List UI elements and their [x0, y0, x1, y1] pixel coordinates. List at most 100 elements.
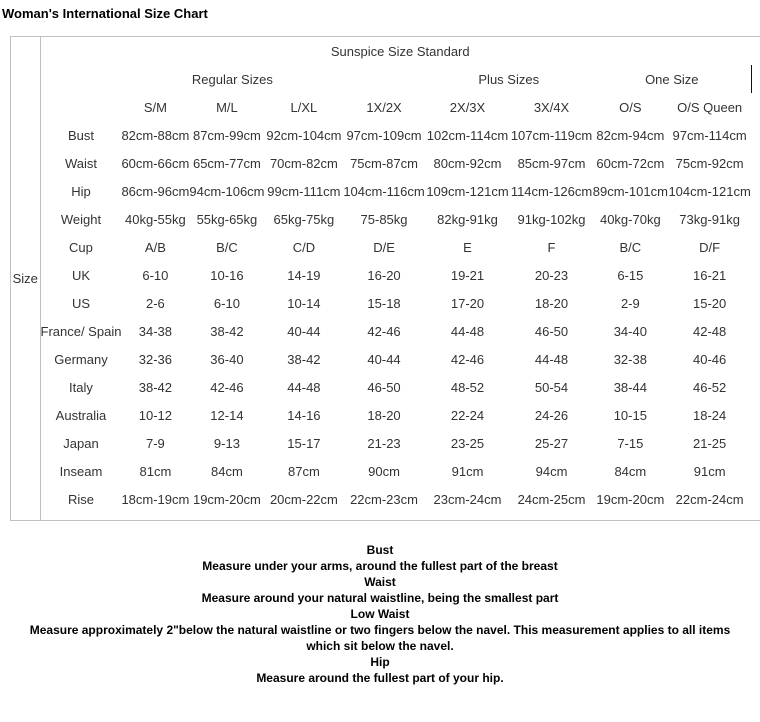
cell-value: 10-15	[613, 407, 647, 423]
cell-value: 87cm-99cm	[192, 127, 261, 143]
cell-value: 80cm-92cm	[433, 155, 502, 171]
table-row: Italy 38-42 42-46 44-48 46-50 48-52 50-54 38-44…	[11, 373, 760, 401]
cell-value: 46-50	[534, 323, 569, 339]
table-row: Rise 18cm-19cm 19cm-20cm 20cm-22cm 22cm-23cm…	[11, 485, 760, 513]
cell-value: 81cm	[139, 463, 172, 479]
table-row: Australia 10-12 12-14 14-16 18-20 22-24 24-26 1…	[11, 401, 760, 429]
cell-value: 75cm-92cm	[675, 155, 744, 171]
cell-value: 70cm-82cm	[269, 155, 338, 171]
empty-cell	[40, 93, 121, 121]
cell-value: 91kg-102kg	[517, 211, 586, 227]
cell-value: 50-54	[534, 379, 569, 395]
cell-value: 48-52	[450, 379, 485, 395]
cell-value: 32-36	[138, 351, 173, 367]
cell-value: 46-52	[693, 379, 727, 395]
cell-value: 65cm-77cm	[192, 155, 261, 171]
measurement-notes: Bust Measure under your arms, around the …	[0, 542, 760, 686]
cell-value: 107cm-119cm	[510, 127, 593, 143]
table-row: Bust 82cm-88cm 87cm-99cm 92cm-104cm 97cm-109…	[11, 121, 760, 149]
row-label: Australia	[55, 407, 107, 423]
spacer-cell	[751, 317, 760, 345]
cell-value: 10-12	[138, 407, 173, 423]
cell-value: 42-46	[210, 379, 244, 395]
cell-value: 90cm	[368, 463, 400, 479]
note-description: Measure around your natural waistline, b…	[201, 591, 559, 605]
row-label: Germany	[54, 351, 108, 367]
cell-value: 15-20	[693, 295, 727, 311]
column-header: 3X/4X	[533, 99, 570, 115]
cell-value: D/E	[373, 239, 395, 255]
spacer-cell	[751, 401, 760, 429]
cell-value: 32-38	[613, 351, 647, 367]
cell-value: 82kg-91kg	[437, 211, 498, 227]
cell-value: 94cm-106cm	[189, 183, 265, 199]
row-label: Waist	[64, 155, 97, 171]
cell-value: F	[547, 239, 556, 255]
cell-value: 84cm	[614, 463, 647, 479]
cell-value: 91cm	[693, 463, 726, 479]
cell-value: 109cm-121cm	[426, 183, 509, 199]
cell-value: 65kg-75kg	[273, 211, 335, 227]
cell-value: 15-18	[367, 295, 401, 311]
empty-cell	[343, 65, 424, 93]
cell-value: 18cm-19cm	[121, 491, 190, 507]
cell-value: 94cm	[535, 463, 568, 479]
cell-value: 24cm-25cm	[517, 491, 586, 507]
table-row: Weight 40kg-55kg 55kg-65kg 65kg-75kg 75-85kg…	[11, 205, 760, 233]
column-header: 1X/2X	[366, 99, 402, 115]
spacer-cell	[751, 121, 760, 149]
page-title: Woman's International Size Chart	[2, 6, 208, 21]
cell-value: 21-23	[367, 435, 401, 451]
row-label: Rise	[67, 491, 94, 507]
spacer-cell	[751, 233, 760, 261]
cell-value: 44-48	[534, 351, 569, 367]
spacer-cell	[751, 205, 760, 233]
size-table-body: Size Sunspice Size Standard Regular Size…	[10, 36, 760, 521]
cell-value: 22cm-23cm	[350, 491, 418, 507]
size-axis-label: Size	[10, 36, 41, 521]
table-row: Inseam 81cm 84cm 87cm 90cm 91cm 94cm 84cm 91cm	[11, 457, 760, 485]
cell-value: B/C	[216, 239, 238, 255]
cell-value: 82cm-88cm	[121, 127, 190, 143]
cell-value: B/C	[619, 239, 642, 255]
cell-value: 9-13	[213, 435, 240, 451]
group-one-size: One Size	[592, 65, 752, 93]
cell-value: 40-46	[693, 351, 727, 367]
cell-value: 7-9	[146, 435, 165, 451]
spacer-cell	[751, 345, 760, 373]
cell-value: 17-20	[450, 295, 485, 311]
cell-value: 44-48	[450, 323, 485, 339]
column-header: O/S	[619, 99, 642, 115]
standard-header-row: Size Sunspice Size Standard	[10, 36, 760, 521]
cell-value: 19cm-20cm	[192, 491, 261, 507]
cell-value: 24-26	[534, 407, 569, 423]
cell-value: 22cm-24cm	[675, 491, 744, 507]
cell-value: 97cm-114cm	[672, 127, 747, 143]
note-heading: Waist	[364, 575, 396, 589]
cell-value: 40-44	[367, 351, 401, 367]
cell-value: 86cm-96cm	[121, 183, 190, 199]
cell-value: 2-6	[146, 295, 165, 311]
column-header: L/XL	[290, 99, 318, 115]
cell-value: 60cm-66cm	[121, 155, 190, 171]
cell-value: 20-23	[534, 267, 569, 283]
cell-value: 42-48	[693, 323, 727, 339]
cell-value: A/B	[144, 239, 166, 255]
row-label: Japan	[63, 435, 99, 451]
row-label: Bust	[67, 127, 94, 143]
spacer-cell	[751, 429, 760, 457]
cell-value: 38-44	[613, 379, 647, 395]
cell-value: 23cm-24cm	[433, 491, 502, 507]
cell-value: 12-14	[210, 407, 244, 423]
cell-value: 75-85kg	[360, 211, 408, 227]
standard-header: Sunspice Size Standard	[330, 43, 470, 59]
table-row: Germany 32-36 36-40 38-42 40-44 42-46 44-48 32-…	[11, 345, 760, 373]
cell-value: D/F	[699, 239, 721, 255]
column-header: O/S Queen	[677, 99, 743, 115]
cell-value: 44-48	[287, 379, 321, 395]
table-row: France/ Spain 34-38 38-42 40-44 42-46 44-48 46…	[11, 317, 760, 345]
cell-value: 22-24	[450, 407, 485, 423]
spacer-cell	[40, 513, 760, 521]
cell-value: 21-25	[693, 435, 727, 451]
row-label: US	[71, 295, 90, 311]
